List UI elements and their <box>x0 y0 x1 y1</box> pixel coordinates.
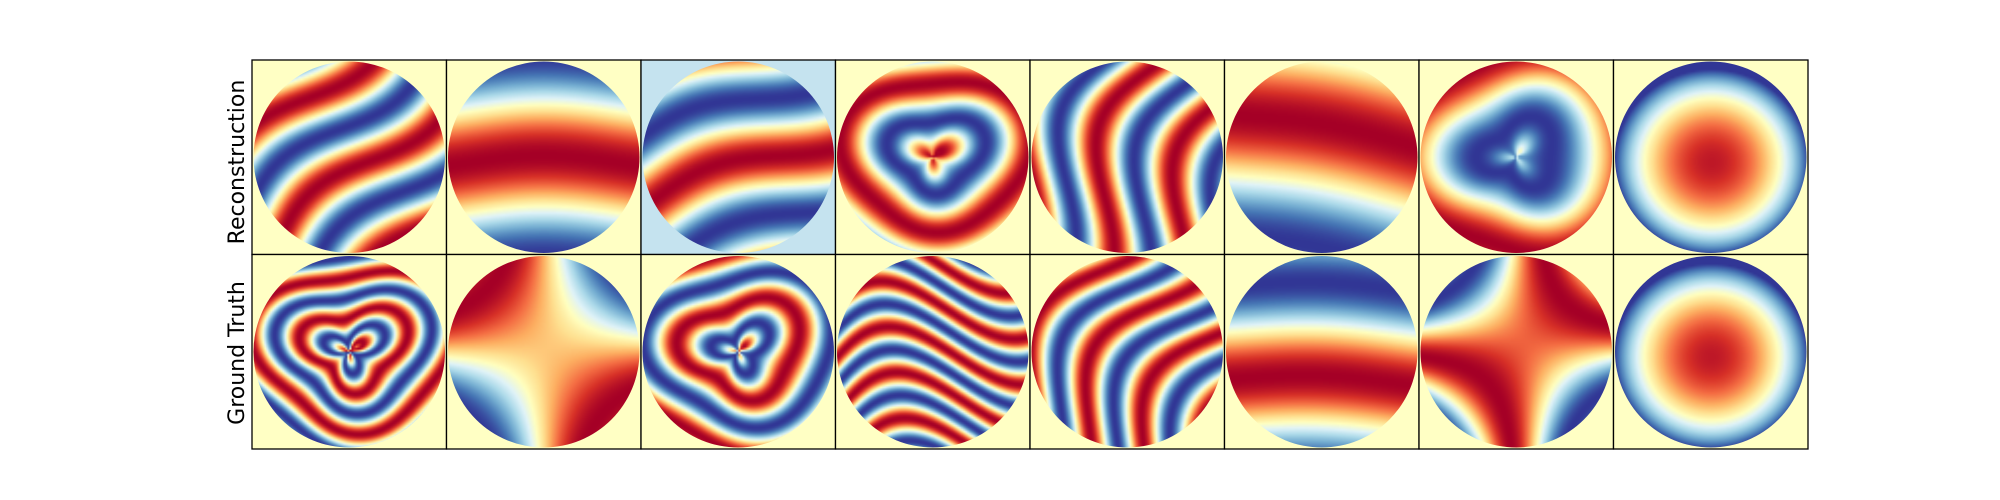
row-label-ground-truth: Ground Truth <box>225 281 250 425</box>
panel-rec-3 <box>640 59 837 256</box>
panel-rec-8 <box>1612 59 1809 256</box>
panel-rec-7 <box>1418 59 1615 256</box>
phase-map-disk <box>837 256 1029 448</box>
phase-map-disk <box>642 256 834 448</box>
phase-map-disk <box>253 256 445 448</box>
phase-map-disk <box>1420 256 1612 448</box>
panel-rec-1 <box>251 59 448 256</box>
phase-map-disk <box>448 256 640 448</box>
phase-map-disk <box>1615 256 1807 448</box>
panel-gt-1 <box>251 253 448 450</box>
panel-rec-4 <box>834 59 1031 256</box>
phase-map-disk <box>1031 61 1223 253</box>
row-labels: Reconstruction Ground Truth <box>225 80 250 425</box>
phase-map-disk <box>1226 256 1418 448</box>
panel-gt-7 <box>1418 253 1615 450</box>
panel-gt-5 <box>1029 253 1226 450</box>
phase-map-disk <box>253 61 445 253</box>
row-label-reconstruction: Reconstruction <box>225 80 250 245</box>
panel-gt-8 <box>1612 253 1809 450</box>
panel-grid <box>251 59 1809 450</box>
phase-map-disk <box>448 61 640 253</box>
phase-map-disk <box>642 61 834 253</box>
panel-rec-6 <box>1223 59 1420 256</box>
panel-rec-5 <box>1029 59 1226 256</box>
panel-border <box>1612 253 1809 450</box>
phase-map-disk <box>1226 61 1418 253</box>
phase-map-disk <box>1031 256 1223 448</box>
phase-map-disk <box>1420 61 1612 253</box>
panel-rec-2 <box>445 59 642 256</box>
phase-map-disk <box>1615 61 1807 253</box>
panel-gt-6 <box>1223 253 1420 450</box>
phase-map-disk <box>837 61 1029 253</box>
panel-gt-3 <box>640 253 837 450</box>
panel-gt-4 <box>834 253 1031 450</box>
panel-gt-2 <box>445 253 642 450</box>
